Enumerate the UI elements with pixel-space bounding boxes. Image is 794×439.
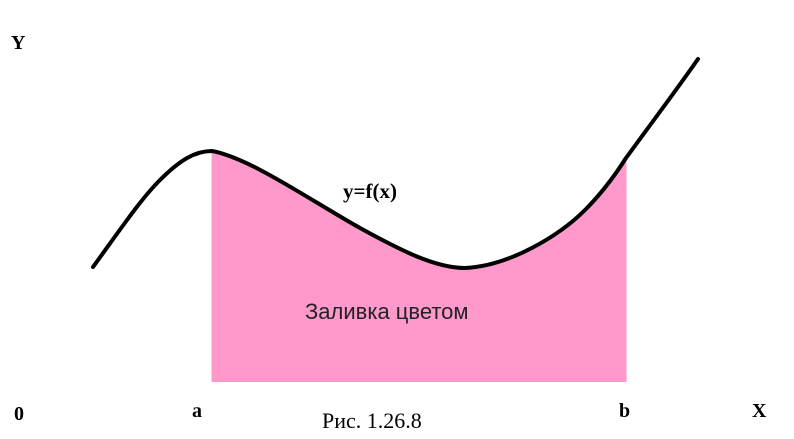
function-curve xyxy=(91,57,700,270)
shaded-area xyxy=(212,151,626,382)
a-label: a xyxy=(192,400,202,422)
b-label: b xyxy=(619,400,630,422)
fill-label: Заливка цветом xyxy=(305,299,469,324)
x-axis-label: X xyxy=(752,400,767,422)
y-axis-label: Y xyxy=(11,32,26,54)
origin-label: 0 xyxy=(14,403,24,425)
function-label: y=f(x) xyxy=(343,179,397,203)
figure-caption: Рис. 1.26.8 xyxy=(322,408,422,433)
